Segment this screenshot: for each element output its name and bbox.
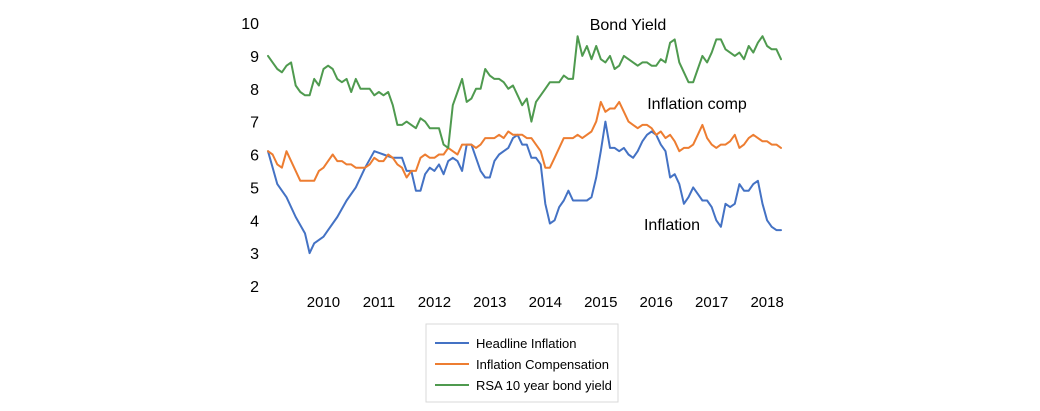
x-tick-label: 2014 — [529, 294, 562, 311]
y-tick-label: 6 — [250, 148, 259, 165]
x-tick-label: 2012 — [418, 294, 451, 311]
series-line-headline-inflation — [267, 120, 782, 255]
x-tick-label: 2016 — [640, 294, 673, 311]
series-line-inflation-compensation — [267, 100, 782, 182]
y-tick-label: 4 — [250, 213, 259, 230]
annotation-layer: Bond Yield Inflation comp Inflation — [590, 17, 747, 234]
x-tick-label: 2011 — [363, 294, 395, 311]
series-layer — [267, 35, 782, 255]
legend-label: Headline Inflation — [476, 336, 576, 351]
x-axis: 2010 2011 2012 2013 2014 2015 2016 2017 2018 — [307, 294, 784, 311]
x-tick-label: 2015 — [584, 294, 617, 311]
x-tick-label: 2018 — [750, 294, 783, 311]
x-tick-label: 2013 — [473, 294, 506, 311]
legend: Headline Inflation Inflation Compensation… — [425, 323, 619, 403]
legend-label: Inflation Compensation — [476, 357, 609, 372]
annotation-label: Bond Yield — [590, 17, 667, 34]
y-tick-label: 9 — [250, 49, 259, 66]
y-axis: 2 3 4 5 6 7 8 9 10 — [241, 16, 259, 296]
y-tick-label: 2 — [250, 279, 259, 296]
legend-label: RSA 10 year bond yield — [476, 378, 612, 393]
annotation-label: Inflation — [644, 217, 700, 234]
x-tick-label: 2010 — [307, 294, 340, 311]
series-line-rsa-10-year-bond-yield — [267, 35, 782, 149]
y-tick-label: 3 — [250, 246, 259, 263]
y-tick-label: 7 — [250, 115, 259, 132]
x-tick-label: 2017 — [695, 294, 728, 311]
annotation-label: Inflation comp — [647, 96, 747, 113]
y-tick-label: 8 — [250, 82, 259, 99]
y-tick-label: 10 — [241, 16, 259, 33]
y-tick-label: 5 — [250, 180, 259, 197]
